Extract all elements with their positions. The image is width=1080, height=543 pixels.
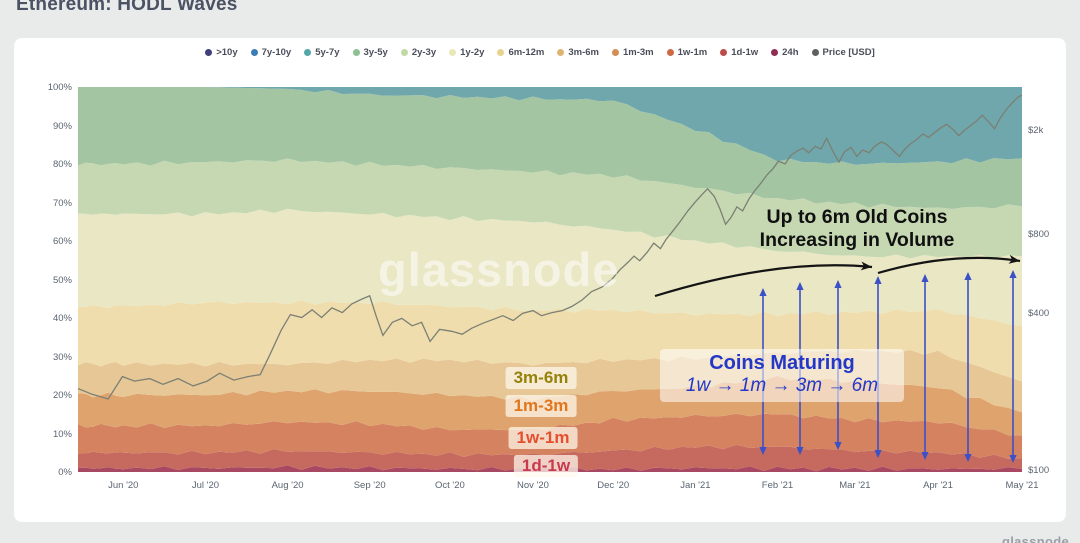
price-line	[78, 94, 1022, 400]
annotation-volume-note: Up to 6m Old Coins Increasing in Volume	[760, 206, 955, 252]
legend-item-2y-3y[interactable]: 2y-3y	[400, 47, 437, 58]
annotation-volume-note-line2: Increasing in Volume	[759, 229, 955, 251]
x-tick-oct-20: Oct '20	[435, 480, 465, 491]
legend-dot	[400, 49, 408, 56]
x-tick-sep-20: Sep '20	[353, 480, 386, 491]
chart-card: >10y 7y-10y 5y-7y 3y-5y 2y-3y 1y-2y 6m-12m 3m-6…	[14, 38, 1066, 522]
band-5y-7y	[78, 87, 1022, 165]
blue-maturing-arrow	[964, 272, 972, 462]
band-24h	[78, 465, 1022, 472]
black-trend-arrow	[877, 256, 1021, 275]
legend-dot	[352, 49, 360, 56]
legend-label: 1y-2y	[460, 47, 485, 58]
legend-dot	[250, 49, 258, 56]
y-left-tick-60: 60%	[52, 236, 72, 247]
annotation-maturing-sequence: 1w → 1m → 3m → 6m	[685, 375, 879, 396]
legend-dot	[771, 49, 779, 56]
band-label-1d-1w: 1d-1w	[513, 455, 579, 477]
legend-item-6m-12m[interactable]: 6m-12m	[497, 47, 544, 58]
x-tick-feb-21: Feb '21	[761, 480, 794, 491]
legend-label: >10y	[216, 47, 238, 58]
y-left-tick-70: 70%	[52, 197, 72, 209]
x-tick-mar-21: Mar '21	[839, 480, 871, 491]
y-left-tick-40: 40%	[52, 313, 72, 324]
y-right-tick-2k: $2k	[1028, 125, 1044, 137]
black-trend-arrowhead	[860, 261, 872, 271]
legend-label: 7y-10y	[261, 47, 292, 58]
band-3y-5y	[78, 87, 1022, 209]
x-tick-apr-21: Apr '21	[923, 480, 953, 491]
glassnode-logo: glassnode	[1002, 534, 1069, 543]
band-2y-3y	[78, 158, 1022, 259]
y-right-tick-400: $400	[1028, 307, 1050, 319]
band-label-3m-6m: 3m-6m	[505, 367, 577, 389]
band-6m-12m	[78, 300, 1022, 382]
x-tick-jun-20: Jun '20	[108, 480, 139, 491]
legend-dot	[205, 49, 213, 56]
x-tick-may-21: May '21	[1005, 480, 1039, 491]
black-trend-arrow	[654, 264, 873, 298]
legend-item-1d-1w[interactable]: 1d-1w	[720, 47, 758, 58]
legend-label: 1m-3m	[623, 47, 654, 58]
legend-item-1m-3m[interactable]: 1m-3m	[612, 47, 654, 58]
y-left-tick-100: 100%	[47, 82, 72, 93]
legend-dot	[304, 49, 312, 56]
annotation-maturing-box: Coins Maturing 1w → 1m → 3m → 6m	[660, 349, 904, 402]
legend-label: 5y-7y	[315, 47, 340, 58]
legend-label: 6m-12m	[508, 47, 545, 58]
band-label-1m-3m: 1m-3m	[505, 395, 577, 417]
page-title: Ethereum: HODL Waves	[16, 0, 238, 15]
legend-dot	[449, 49, 457, 56]
blue-maturing-arrow	[1009, 270, 1017, 463]
legend-dot	[497, 49, 505, 56]
y-left-tick-80: 80%	[52, 159, 72, 170]
legend-item--10y[interactable]: >10y	[205, 47, 238, 58]
legend-item-1w-1m[interactable]: 1w-1m	[666, 47, 708, 58]
legend-label: 1d-1w	[731, 47, 759, 58]
band-label-1w-1m: 1w-1m	[508, 427, 578, 449]
legend-dot	[612, 49, 619, 56]
black-trend-arrowhead	[1008, 254, 1020, 264]
legend-item-3m-6m[interactable]: 3m-6m	[557, 47, 599, 58]
x-tick-nov-20: Nov '20	[517, 480, 549, 491]
legend-label: Price [USD]	[822, 47, 875, 58]
y-right-tick-800: $800	[1028, 229, 1050, 241]
y-left-tick-90: 90%	[52, 120, 72, 132]
legend-label: 24h	[782, 47, 799, 58]
legend-label: 1w-1m	[677, 47, 708, 58]
annotation-volume-note-line1: Up to 6m Old Coins	[766, 206, 948, 228]
annotation-arrows-svg	[654, 254, 1021, 463]
legend-item-5y-7y[interactable]: 5y-7y	[304, 47, 340, 58]
y-left-tick-20: 20%	[52, 390, 72, 401]
legend-item-3y-5y[interactable]: 3y-5y	[352, 47, 388, 58]
legend-item-1y-2y[interactable]: 1y-2y	[449, 47, 484, 58]
y-left-tick-0: 0%	[58, 467, 72, 478]
legend-item-price-usd-[interactable]: Price [USD]	[811, 47, 875, 58]
legend: >10y 7y-10y 5y-7y 3y-5y 2y-3y 1y-2y 6m-12m 3m-6…	[14, 47, 1066, 58]
y-left-tick-30: 30%	[52, 351, 72, 363]
y-left-tick-50: 50%	[52, 274, 72, 286]
legend-item-24h[interactable]: 24h	[771, 47, 799, 58]
y-left-tick-10: 10%	[52, 428, 72, 440]
chart-plot[interactable]: glassnode Up to 6m Old Coins Increasing …	[78, 87, 1022, 477]
x-tick-jul-20: Jul '20	[191, 480, 220, 491]
x-tick-aug-20: Aug '20	[271, 480, 304, 491]
y-right-tick-100: $100	[1028, 465, 1050, 476]
annotation-maturing-title: Coins Maturing	[709, 352, 855, 374]
legend-dot	[720, 49, 728, 56]
legend-label: 3y-5y	[363, 47, 388, 58]
x-tick-dec-20: Dec '20	[597, 480, 630, 491]
x-tick-jan-21: Jan '21	[680, 480, 711, 491]
legend-dot	[557, 49, 565, 56]
legend-label: 2y-3y	[411, 47, 437, 58]
legend-label: 3m-6m	[568, 47, 599, 58]
band-1y-2y	[78, 208, 1022, 326]
legend-item-7y-10y[interactable]: 7y-10y	[250, 47, 292, 58]
legend-dot	[811, 49, 819, 56]
blue-maturing-arrow	[921, 274, 929, 460]
legend-dot	[666, 49, 674, 56]
